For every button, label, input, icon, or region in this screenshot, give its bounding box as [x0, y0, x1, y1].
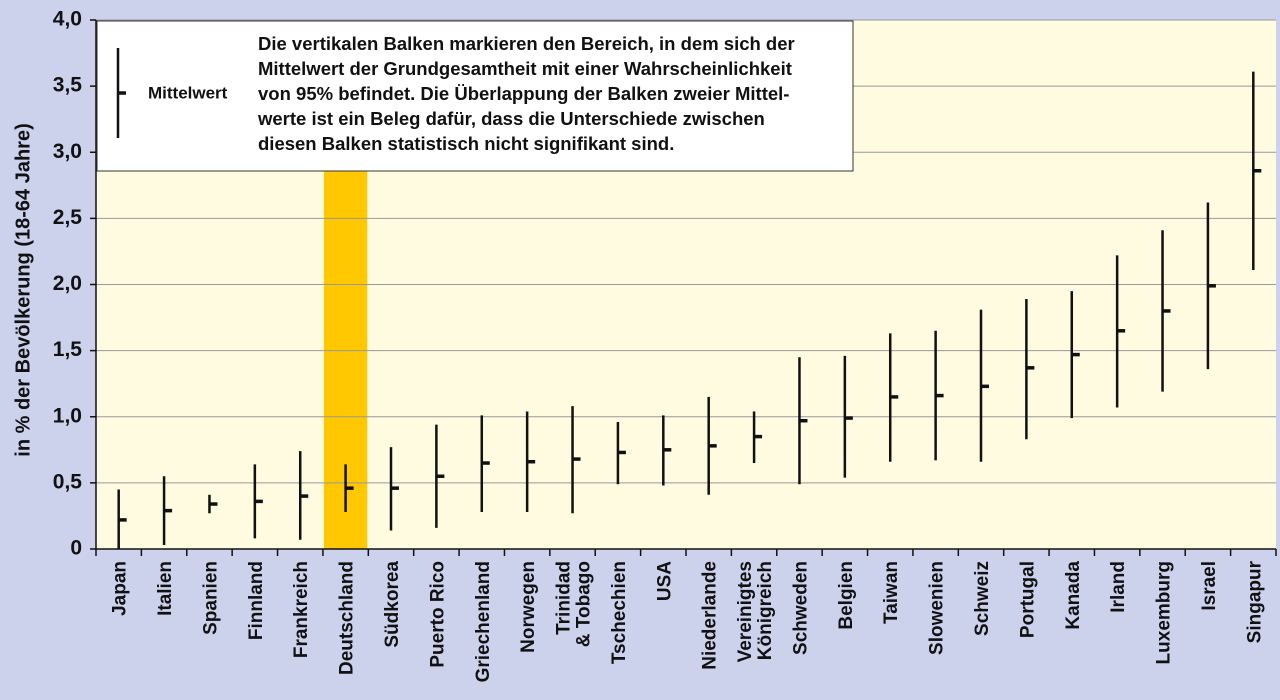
x-tick-label: VereinigtesKönigreich	[735, 561, 776, 662]
x-tick-label: Puerto Rico	[427, 561, 448, 668]
x-tick-label: Schweden	[790, 561, 811, 655]
x-tick-label: Niederlande	[700, 561, 721, 670]
x-tick-label: Spanien	[200, 561, 221, 635]
x-tick-label: Norwegen	[518, 561, 539, 653]
x-tick-label: Portugal	[1017, 561, 1038, 638]
x-tick-label: Kanada	[1063, 561, 1084, 630]
x-tick-label: USA	[654, 561, 675, 601]
y-tick-label: 2,0	[53, 272, 82, 295]
annotation-line: Mittelwert der Grundgesamtheit mit einer…	[258, 58, 792, 79]
x-tick-label: Südkorea	[382, 561, 403, 648]
x-tick-label: Luxemburg	[1154, 561, 1175, 664]
y-tick-label: 1,0	[53, 404, 82, 427]
y-tick-label: 3,0	[53, 140, 82, 163]
annotation-line: Die vertikalen Balken markieren den Bere…	[258, 33, 795, 54]
legend-box	[96, 20, 854, 172]
x-tick-label: Schweiz	[972, 561, 993, 636]
x-tick-label: Italien	[155, 561, 176, 616]
y-tick-label: 1,5	[53, 338, 83, 361]
x-tick-label: Deutschland	[337, 561, 358, 675]
annotation-line: von 95% befindet. Die Überlappung der Ba…	[258, 83, 789, 104]
y-tick-label: 3,5	[53, 74, 83, 97]
x-tick-label: Irland	[1108, 561, 1129, 613]
y-tick-label: 0	[70, 537, 82, 560]
x-tick-label: Tschechien	[609, 561, 630, 664]
x-tick-label: Japan	[110, 561, 131, 616]
x-tick-label: Singapur	[1244, 560, 1265, 643]
x-tick-label: Trinidad& Tobago	[554, 561, 595, 647]
y-tick-label: 4,0	[53, 8, 82, 31]
y-tick-label: 0,5	[53, 470, 83, 493]
y-tick-label: 2,5	[53, 206, 83, 229]
annotation-line: diesen Balken statistisch nicht signifik…	[258, 133, 674, 154]
x-tick-label: Frankreich	[291, 561, 312, 658]
annotation-line: werte ist ein Beleg dafür, dass die Unte…	[257, 108, 765, 129]
x-tick-label: Finnland	[246, 561, 267, 640]
plot-layer: 0 0,5 1,0 1,5 2,0 2,5 3,0 3,5 4,0 Japan Italien Spa…	[53, 8, 1277, 682]
x-tick-label: Griechenland	[473, 561, 494, 682]
x-tick-label: Slowenien	[927, 561, 948, 655]
x-tick-label: Israel	[1199, 561, 1220, 611]
x-tick-label: Taiwan	[881, 561, 902, 624]
x-tick-label: Belgien	[836, 561, 857, 630]
y-axis-title: in % der Bevölkerung (18-64 Jahre)	[12, 123, 34, 456]
legend-label: Mittelwert	[148, 83, 228, 102]
